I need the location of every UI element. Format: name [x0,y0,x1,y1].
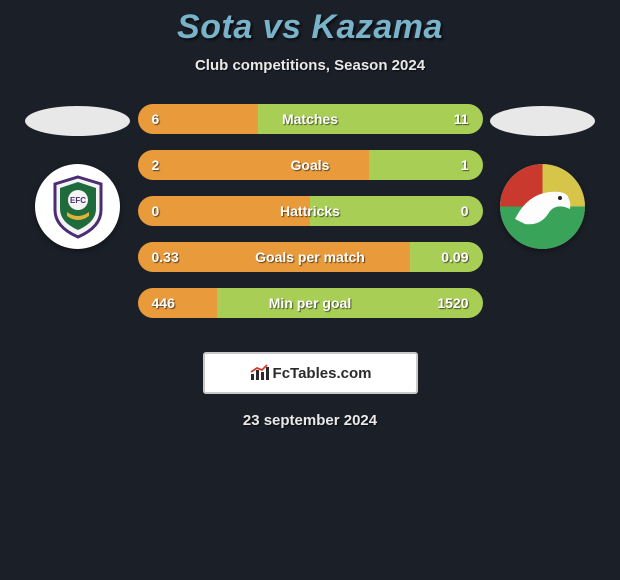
stat-label: Matches [138,111,483,127]
stat-row: 0.33Goals per match0.09 [138,242,483,272]
brand-card[interactable]: FcTables.com [203,352,418,394]
right-team-badge [500,164,585,249]
brand-text: FcTables.com [273,365,372,382]
shield-icon: EFC [43,172,113,242]
stat-value-right: 1 [461,157,469,173]
date-text: 23 september 2024 [0,412,620,429]
stat-value-right: 11 [454,111,469,127]
page-subtitle: Club competitions, Season 2024 [0,57,620,74]
page-title: Sota vs Kazama [0,8,620,47]
stat-value-right: 0.09 [441,249,468,265]
left-player-avatar [25,106,130,136]
stat-row: 6Matches11 [138,104,483,134]
bar-chart-icon [249,364,271,382]
stat-row: 2Goals1 [138,150,483,180]
svg-text:EFC: EFC [70,196,86,205]
stat-value-right: 0 [461,203,469,219]
left-player-column: EFC [18,104,138,249]
left-team-badge: EFC [35,164,120,249]
stat-value-right: 1520 [437,295,468,311]
bird-icon [500,164,585,249]
stat-row: 0Hattricks0 [138,196,483,226]
stat-label: Goals [138,157,483,173]
stat-label: Goals per match [138,249,483,265]
right-player-column [483,104,603,249]
right-player-avatar [490,106,595,136]
stat-label: Min per goal [138,295,483,311]
stat-label: Hattricks [138,203,483,219]
stats-bars: 6Matches11 2Goals1 0Hattricks0 0.33Goals pe… [138,104,483,334]
stat-row: 446Min per goal1520 [138,288,483,318]
